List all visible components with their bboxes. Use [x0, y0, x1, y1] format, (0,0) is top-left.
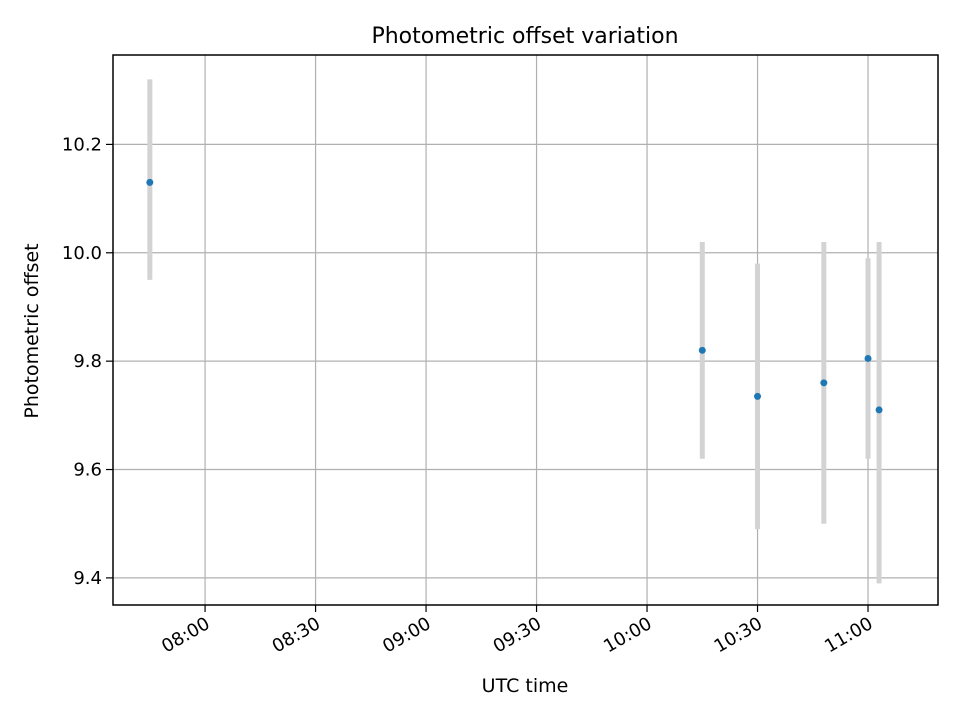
y-tick-label: 9.4 — [73, 568, 102, 589]
data-point — [820, 379, 828, 387]
data-point — [698, 346, 706, 354]
x-axis-title: UTC time — [482, 675, 569, 697]
data-point — [864, 354, 872, 362]
data-point — [754, 392, 762, 400]
y-tick-label: 10.0 — [62, 243, 102, 264]
y-tick-label: 10.2 — [62, 134, 102, 155]
y-axis-title: Photometric offset — [21, 243, 43, 418]
data-point — [146, 178, 154, 186]
data-point — [875, 406, 883, 414]
y-tick-label: 9.6 — [73, 460, 102, 481]
y-tick-label: 9.8 — [73, 351, 102, 372]
axes-frame — [112, 54, 939, 606]
chart-title: Photometric offset variation — [371, 24, 678, 49]
